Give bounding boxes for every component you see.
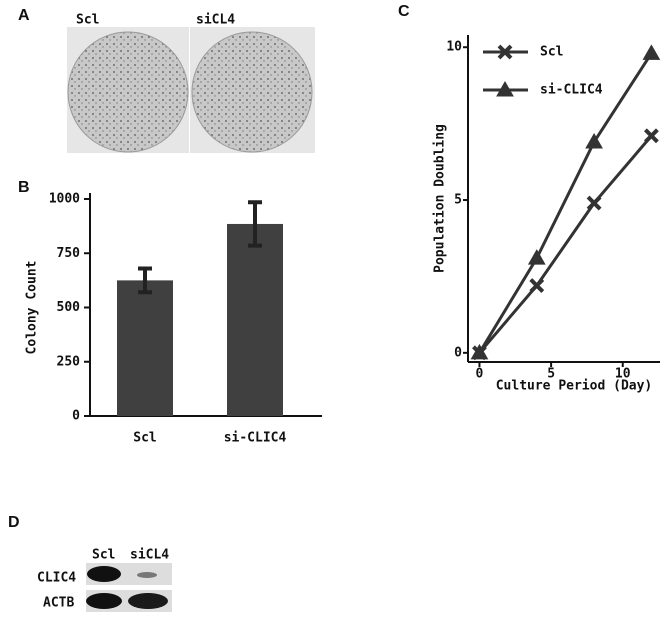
- image-label: Scl: [76, 13, 99, 28]
- x-tick-label: si-CLIC4: [224, 431, 287, 446]
- band: [86, 593, 122, 609]
- band: [128, 593, 168, 609]
- panel-label: D: [8, 514, 20, 531]
- y-tick-label: 0: [72, 409, 80, 424]
- colony-images: Scl siCL4: [67, 13, 315, 153]
- y-tick-label: 1000: [49, 192, 80, 207]
- band: [137, 572, 157, 578]
- y-axis-label: Colony Count: [25, 261, 40, 355]
- bar: [117, 280, 173, 416]
- row-label: ACTB: [43, 596, 74, 611]
- legend-label: si-CLIC4: [540, 83, 603, 98]
- row-label: CLIC4: [37, 571, 76, 586]
- y-tick-label: 750: [57, 246, 81, 261]
- lane-label: siCL4: [130, 548, 169, 563]
- y-tick-label: 250: [57, 354, 81, 369]
- x-axis-label: Culture Period (Day): [496, 379, 653, 394]
- dish: [191, 31, 313, 153]
- error-bar: [248, 200, 262, 248]
- x-tick-label: 10: [615, 367, 631, 382]
- marker: [586, 195, 602, 211]
- panel-label: B: [18, 179, 30, 196]
- x-tick-label: Scl: [133, 431, 156, 446]
- marker: [642, 44, 661, 60]
- series-line: [478, 134, 653, 354]
- lane-label: Scl: [92, 548, 115, 563]
- legend-marker: [497, 44, 513, 60]
- marker: [527, 249, 546, 265]
- dish: [67, 31, 189, 153]
- bar: [227, 223, 283, 416]
- series-line: [478, 52, 653, 354]
- marker: [643, 128, 659, 144]
- marker: [470, 343, 489, 360]
- band: [87, 566, 121, 582]
- y-tick-label: 10: [446, 40, 462, 55]
- panel-label: A: [18, 7, 30, 24]
- y-tick-label: 0: [454, 345, 462, 360]
- legend-marker: [496, 80, 514, 97]
- y-tick-label: 5: [454, 193, 462, 208]
- x-tick-label: 0: [476, 367, 484, 382]
- x-tick-label: 5: [547, 367, 555, 382]
- marker: [529, 278, 545, 294]
- y-tick-label: 500: [57, 300, 81, 315]
- image-label: siCL4: [196, 13, 235, 28]
- legend-label: Scl: [540, 45, 563, 60]
- western-blot: Scl siCL4 CLIC4 ACTB: [37, 548, 172, 612]
- panel-label: C: [398, 3, 410, 20]
- error-bar: [138, 266, 152, 295]
- y-axis-label: Population Doubling: [433, 124, 448, 273]
- marker: [585, 132, 603, 149]
